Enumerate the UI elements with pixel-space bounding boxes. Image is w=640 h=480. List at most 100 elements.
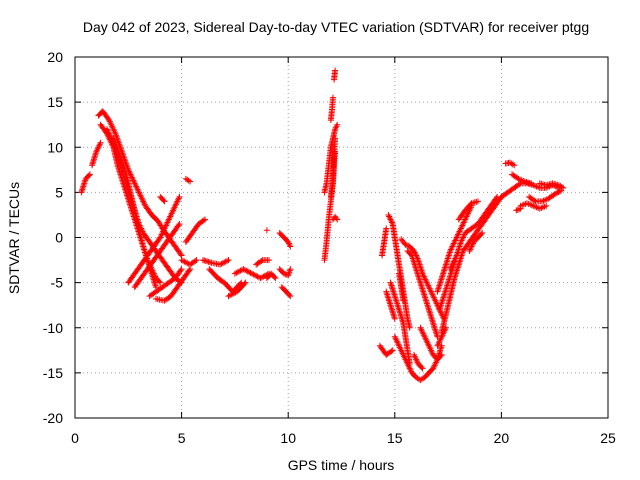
data-point [177, 251, 184, 258]
data-point [514, 206, 521, 213]
data-points [78, 67, 567, 384]
data-point [516, 181, 523, 188]
data-point [556, 188, 563, 195]
data-point [176, 193, 183, 200]
data-point [400, 297, 407, 304]
data-point [272, 275, 279, 282]
data-point [528, 180, 535, 187]
y-tick-label: -10 [43, 320, 63, 336]
data-point [332, 124, 339, 131]
y-tick-label: 5 [55, 184, 63, 200]
y-tick-label: -20 [43, 410, 63, 426]
data-point [266, 257, 273, 264]
y-axis-label: SDTVAR / TECUs [6, 182, 22, 294]
plot-frame [74, 56, 609, 419]
data-point [552, 190, 559, 197]
data-point [531, 197, 538, 204]
data-point [287, 266, 294, 273]
data-point [202, 216, 209, 223]
chart-title: Day 042 of 2023, Sidereal Day-to-day VTE… [83, 19, 589, 35]
data-point [517, 205, 524, 212]
data-point [555, 189, 562, 196]
data-point [539, 204, 546, 211]
data-point [185, 177, 192, 184]
data-point [225, 257, 232, 264]
grid-lines [75, 57, 608, 418]
axis-ticks: 0 5 10 15 20 25 -20 -15 -10 -5 0 5 10 15 20 [43, 49, 616, 446]
data-point [192, 257, 199, 264]
data-point [383, 225, 390, 232]
data-point [258, 257, 265, 264]
data-point [442, 324, 449, 331]
data-point [187, 178, 194, 185]
data-point [175, 222, 182, 229]
data-point [391, 315, 398, 322]
data-point [86, 171, 93, 178]
data-point [156, 278, 163, 285]
data-point [286, 267, 293, 274]
data-point [186, 267, 193, 274]
y-tick-label: 0 [55, 230, 63, 246]
data-point [224, 257, 231, 264]
data-point [161, 198, 168, 205]
data-point [193, 257, 200, 264]
data-point [271, 273, 278, 280]
data-point [241, 280, 248, 287]
data-point [513, 207, 520, 214]
data-point [97, 139, 104, 146]
data-point [287, 243, 294, 250]
data-point [200, 217, 207, 224]
data-point [437, 352, 444, 359]
data-point [520, 201, 527, 208]
y-tick-label: 20 [47, 49, 63, 65]
y-tick-label: -5 [51, 275, 64, 291]
data-point [177, 267, 184, 274]
y-tick-label: -15 [43, 365, 63, 381]
data-point [402, 241, 409, 248]
data-point [406, 324, 413, 331]
x-tick-label: 25 [600, 430, 616, 446]
data-point [286, 292, 293, 299]
x-axis-label: GPS time / hours [288, 457, 395, 473]
data-point [334, 121, 341, 128]
data-point [389, 347, 396, 354]
data-point [554, 189, 561, 196]
data-point [333, 215, 340, 222]
x-tick-label: 0 [71, 430, 79, 446]
data-point [329, 94, 336, 101]
data-point [419, 365, 426, 372]
data-point [176, 220, 183, 227]
data-point [543, 202, 550, 209]
data-point [455, 248, 462, 255]
data-point [85, 172, 92, 179]
data-point [509, 161, 516, 168]
data-point [334, 216, 341, 223]
x-tick-label: 15 [387, 430, 403, 446]
data-point [478, 231, 485, 238]
y-tick-label: 15 [47, 94, 63, 110]
data-point [551, 191, 558, 198]
x-tick-label: 20 [494, 430, 510, 446]
data-point [474, 198, 481, 205]
data-point [287, 293, 294, 300]
data-point [178, 266, 185, 273]
data-point [388, 348, 395, 355]
data-point [242, 279, 249, 286]
data-point [332, 67, 339, 74]
data-point [418, 364, 425, 371]
data-point [332, 135, 339, 142]
x-tick-label: 5 [178, 430, 186, 446]
data-point [160, 197, 167, 204]
data-point [479, 229, 486, 236]
data-point [560, 184, 567, 191]
y-tick-label: 10 [47, 139, 63, 155]
data-point [403, 242, 410, 249]
data-point [157, 279, 164, 286]
data-point [263, 227, 270, 234]
data-point [516, 206, 523, 213]
data-point [511, 162, 518, 169]
data-point [558, 183, 565, 190]
data-point [438, 351, 445, 358]
x-tick-label: 10 [280, 430, 296, 446]
